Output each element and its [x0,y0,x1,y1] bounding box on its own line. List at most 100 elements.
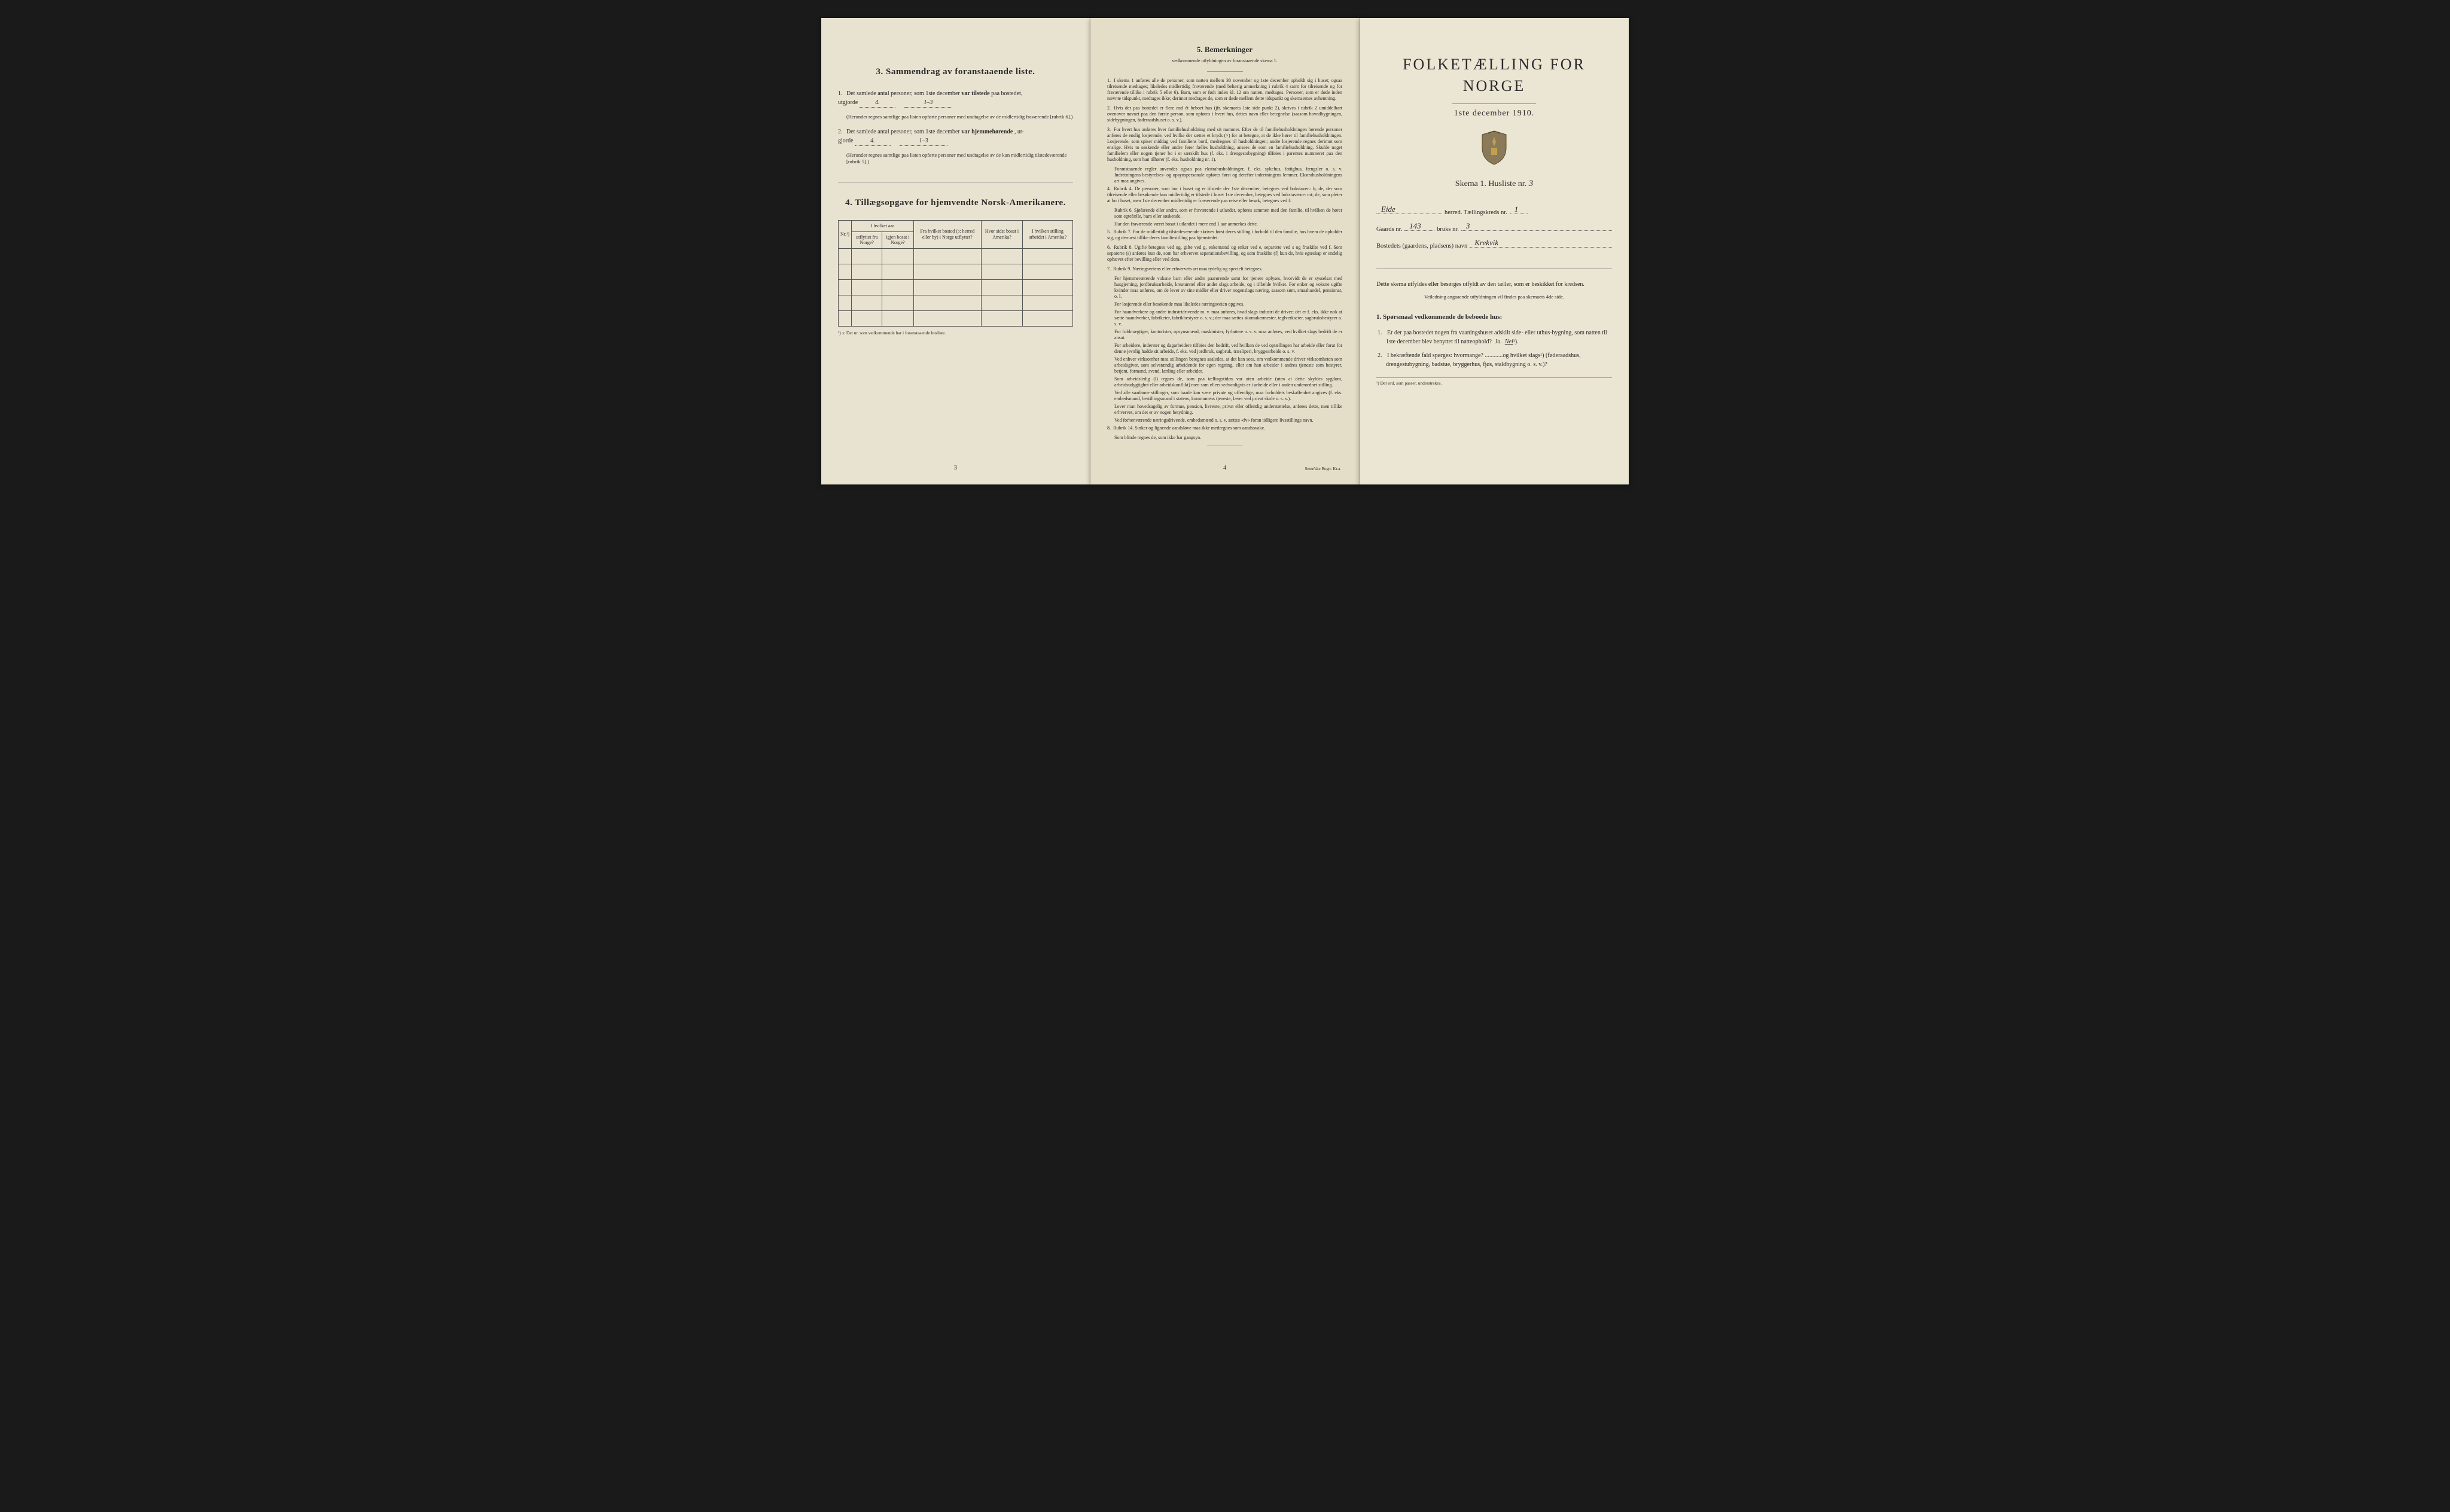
remark-item: For hjemmeværende voksne barn eller andr… [1114,276,1342,300]
remark-item: 4. Rubrik 4. De personer, som bor i huse… [1107,186,1342,204]
skema-label: Skema 1. Husliste nr. [1455,179,1526,188]
skema-line: Skema 1. Husliste nr. 3 [1376,178,1612,190]
coat-of-arms-icon [1479,130,1509,166]
item-2: 2. Det samlede antal personer, som 1ste … [838,127,1073,146]
item-1-bold: var tilstede [961,90,989,97]
bruks-label: bruks nr. [1437,225,1459,234]
th-stilling: I hvilken stilling arbeidet i Amerika? [1022,221,1072,249]
remark-item: For losjerende eller besøkende maa likel… [1114,301,1342,307]
title-rule [1452,103,1536,104]
remark-text: Lever man hovedsagelig av formue, pensio… [1114,404,1342,415]
remark-text: For haandverkere og andre industridriven… [1114,309,1342,327]
remark-text: Rubrik 6. Sjøfarende eller andre, som er… [1114,208,1342,219]
main-date: 1ste december 1910. [1376,108,1612,120]
remark-text: For arbeidere, inderster og dagarbeidere… [1114,343,1342,354]
divider-2 [1207,71,1243,72]
remark-item: Foranstaaende regler anvendes ogsaa paa … [1114,166,1342,184]
skema-num: 3 [1529,179,1534,188]
item-1-fill-1: 4. [860,98,895,108]
item-2-fill-1: 4. [855,136,891,146]
remark-item: 7. Rubrik 9. Næringsveiens eller erhverv… [1107,266,1342,272]
remark-num: 8. [1107,425,1111,431]
section-3-title: 3. Sammendrag av foranstaaende liste. [838,66,1073,78]
remark-item: Ved enhver virksomhet maa stillingen bet… [1114,356,1342,374]
th-utflyttet: utflyttet fra Norge? [852,231,882,248]
remark-item: For arbeidere, inderster og dagarbeidere… [1114,343,1342,355]
remark-text: For hjemmeværende voksne barn eller andr… [1114,276,1342,299]
item-2-fill-2: 1–3 [900,136,947,146]
item-2-text-c: , ut- [1014,129,1024,135]
th-igjen: igjen bosat i Norge? [882,231,913,248]
remark-item: Ved alle saadanne stillinger, som baade … [1114,390,1342,402]
remark-item: Ved forhenværende næringsdrivende, embed… [1114,417,1342,423]
table-footnote: ¹) ɔ: Det nr. som vedkommende har i fora… [838,330,1073,337]
table-row [839,264,1073,279]
remark-text: Rubrik 4. De personer, som bor i huset o… [1107,186,1342,203]
page-1: 3. Sammendrag av foranstaaende liste. 1.… [821,18,1090,484]
item-2-text-d: gjorde [838,138,854,144]
remark-text: Ved alle saadanne stillinger, som baade … [1114,390,1342,401]
page-2: 5. Bemerkninger vedkommende utfyldningen… [1090,18,1360,484]
remark-item: 2. Hvis der paa bostedet er flere end ét… [1107,105,1342,123]
remark-item: 6. Rubrik 8. Ugifte betegnes ved ug, gif… [1107,245,1342,263]
instruction-1: Dette skema utfyldes eller besørges utfy… [1376,280,1612,289]
main-title: FOLKETÆLLING FOR NORGE [1376,54,1612,97]
remark-text: For losjerende eller besøkende maa likel… [1114,301,1244,307]
remark-text: Som arbeidsledig (l) regnes de, som paa … [1114,376,1342,388]
remark-item: Rubrik 6. Sjøfarende eller andre, som er… [1114,208,1342,220]
item-1-fill-2: 1–3 [904,98,952,108]
remark-item: Har den fraværende været bosat i utlande… [1114,221,1342,227]
q1-num: 1. [1378,330,1382,336]
instruction-2: Veiledning angaaende utfyldningen vil fi… [1376,294,1612,301]
item-1-num: 1. [838,90,843,97]
remark-text: For fuldmægtiger, kontorister, opsynsmæn… [1114,329,1342,340]
section-4-title: 4. Tillægsopgave for hjemvendte Norsk-Am… [838,197,1073,209]
page-number-1: 3 [954,464,957,472]
item-1-text-a: Det samlede antal personer, som 1ste dec… [846,90,960,97]
table-row [839,248,1073,264]
item-1-text-c: paa bostedet, [991,90,1022,97]
tillag-table: Nr.¹) I hvilket aar Fra hvilket bosted (… [838,220,1073,327]
form-line-gaards: Gaards nr. 143 bruks nr. 3 [1376,224,1612,234]
remark-text: Har den fraværende været bosat i utlande… [1114,221,1258,227]
remark-item: For haandverkere og andre industridriven… [1114,309,1342,327]
remark-text: Ved forhenværende næringsdrivende, embed… [1114,417,1314,423]
bruks-hw: 3 [1466,221,1470,231]
remark-item: For fuldmægtiger, kontorister, opsynsmæn… [1114,329,1342,341]
th-aar: I hvilket aar [852,221,913,232]
remark-num: 7. [1107,266,1111,272]
remark-item: 8. Rubrik 14. Sinker og lignende aandslø… [1107,425,1342,431]
form-line-herred: Eide herred. Tællingskreds nr. 1 [1376,207,1612,218]
q1-sup: ¹). [1513,339,1519,345]
question-heading: 1. Spørsmaal vedkommende de beboede hus: [1376,313,1612,322]
remark-text: Rubrik 8. Ugifte betegnes ved ug, gifte … [1107,245,1342,262]
document-spread: 3. Sammendrag av foranstaaende liste. 1.… [821,18,1629,484]
remark-text: Rubrik 14. Sinker og lignende aandsløve … [1112,425,1265,431]
form-line-bosted: Bostedets (gaardens, pladsens) navn Krek… [1376,240,1612,251]
page-number-2: 4 [1223,464,1226,472]
footnote-3: ¹) Det ord, som passer, understrekes. [1376,377,1612,387]
q2-num: 2. [1378,352,1382,359]
remark-text: Foranstaaende regler anvendes ogsaa paa … [1114,166,1342,184]
q1-nei: Nei [1505,339,1513,345]
table-row [839,310,1073,326]
remark-text: Som blinde regnes de, som ikke har gangs… [1114,435,1201,440]
table-row [839,295,1073,310]
remark-num: 4. [1107,186,1111,191]
remarks-list: 1. I skema 1 anføres alle de personer, s… [1107,78,1342,441]
bosted-hw: Krekvik [1474,237,1498,248]
remark-num: 1. [1107,78,1111,83]
remark-text: Rubrik 9. Næringsveiens eller erhvervets… [1112,266,1263,272]
q2-text: I bekræftende fald spørges: hvormange? .… [1386,352,1581,368]
item-1-paren: (Herunder regnes samtlige paa listen opf… [846,114,1073,120]
printer-note: Steen'ske Bogtr. Kr.a. [1305,467,1341,472]
remark-num: 6. [1107,245,1111,250]
section-5-subtitle: vedkommende utfyldningen av foranstaaend… [1107,57,1342,64]
remark-item: Lever man hovedsagelig av formue, pensio… [1114,404,1342,416]
remark-item: 5. Rubrik 7. For de midlertidig tilstede… [1107,229,1342,241]
remark-item: Som arbeidsledig (l) regnes de, som paa … [1114,376,1342,388]
kreds-hw: 1 [1515,204,1519,215]
page-3: FOLKETÆLLING FOR NORGE 1ste december 191… [1360,18,1629,484]
herred-label: herred. Tællingskreds nr. [1445,209,1507,218]
remark-text: Hvis der paa bostedet er flere end ét be… [1107,105,1342,123]
